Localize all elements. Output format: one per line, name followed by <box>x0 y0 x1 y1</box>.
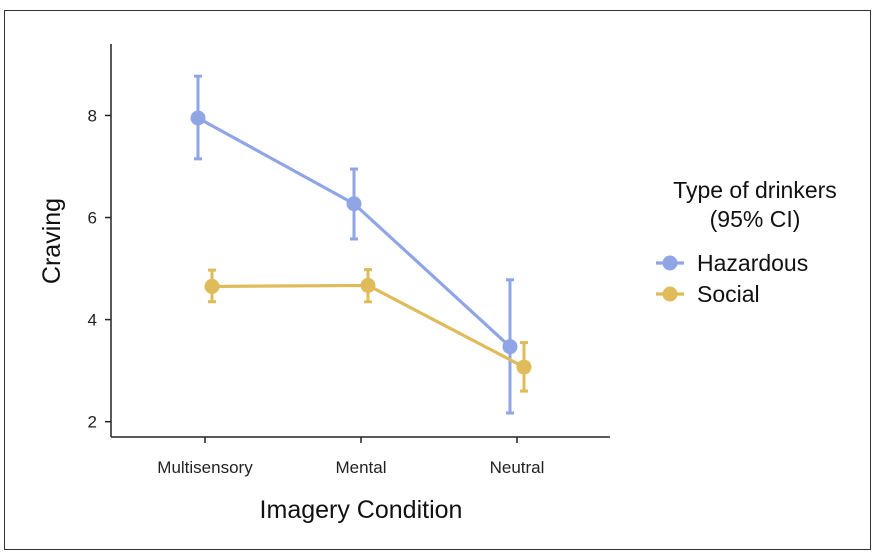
data-point <box>516 359 532 375</box>
axes <box>110 44 610 438</box>
legend-subtitle: (95% CI) <box>710 206 801 232</box>
data-point <box>346 196 362 212</box>
legend-key-dot <box>662 286 678 302</box>
data-point <box>502 339 518 355</box>
x-tick-label: Mental <box>335 458 386 477</box>
legend-key-dot <box>662 255 678 271</box>
y-ticks: 2 4 6 8 <box>88 106 111 432</box>
y-tick-label: 4 <box>88 311 97 330</box>
data-point <box>360 277 376 293</box>
y-tick-label: 2 <box>88 413 97 432</box>
legend-label: Social <box>697 281 760 307</box>
legend: Type of drinkers (95% CI) Hazardous Socia… <box>656 177 837 307</box>
y-tick-label: 6 <box>88 209 97 228</box>
legend-items: Hazardous Social <box>656 250 808 307</box>
x-tick-label: Multisensory <box>157 458 253 477</box>
series-hazardous <box>190 74 518 415</box>
series-social <box>204 268 532 393</box>
x-tick-label: Neutral <box>490 458 545 477</box>
x-ticks: Multisensory Mental Neutral <box>157 437 544 477</box>
data-point <box>190 110 206 126</box>
y-axis-title: Craving <box>38 198 66 284</box>
plot-series <box>190 74 532 415</box>
data-point <box>204 278 220 294</box>
legend-title: Type of drinkers <box>673 177 837 203</box>
legend-item-hazardous: Hazardous <box>656 250 808 276</box>
legend-label: Hazardous <box>697 250 808 276</box>
y-tick-label: 8 <box>88 106 97 125</box>
x-axis-title: Imagery Condition <box>260 496 463 524</box>
legend-item-social: Social <box>656 281 760 307</box>
